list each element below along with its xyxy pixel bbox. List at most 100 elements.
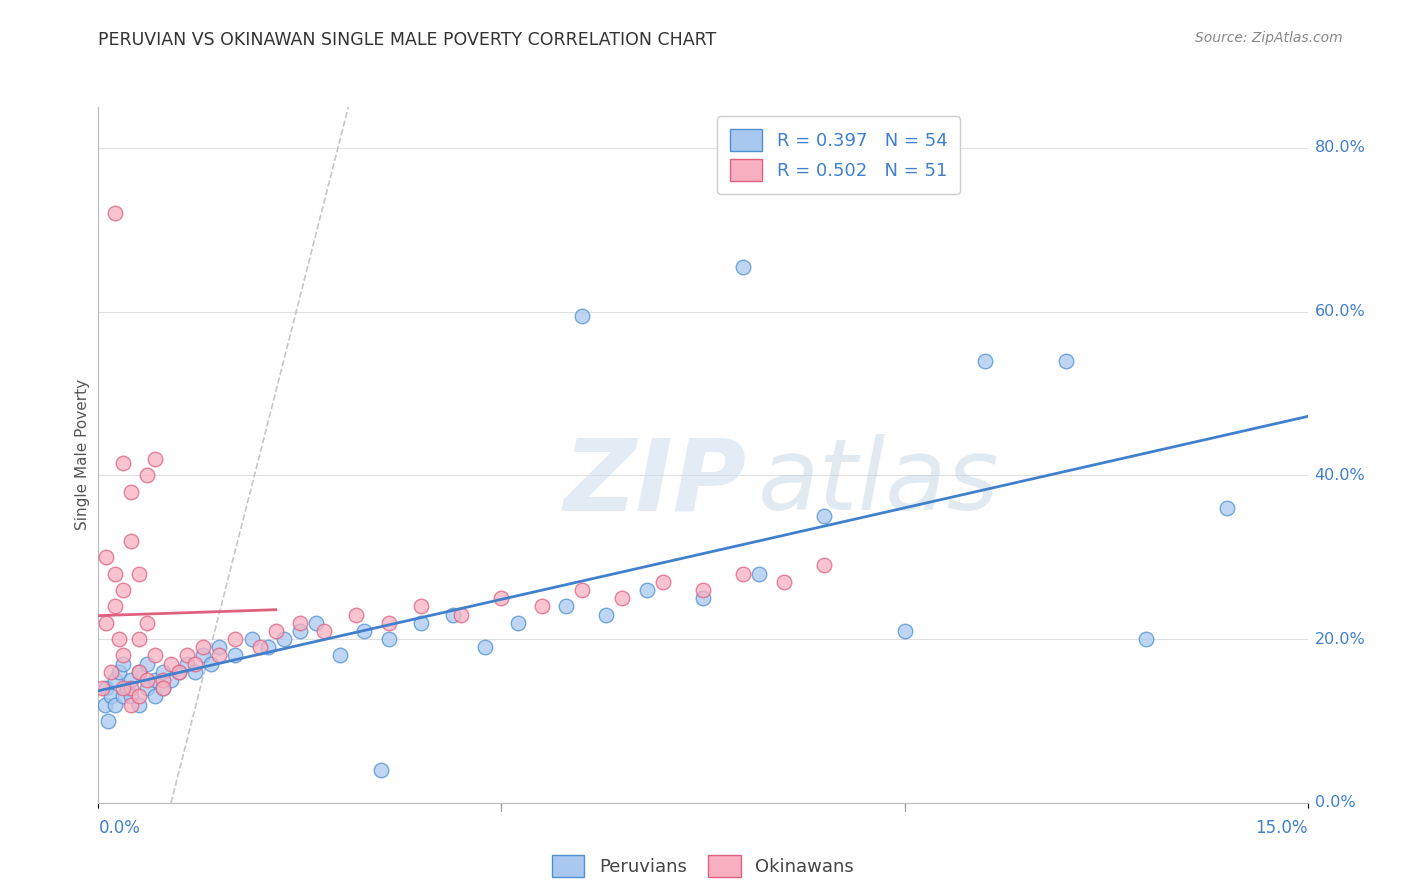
Point (176, 648, 198, 663)
Point (256, 640, 278, 655)
Point (974, 353, 997, 368)
Point (107, 665, 129, 679)
Point (103, 566, 125, 581)
Point (595, 607, 617, 622)
Point (636, 582, 658, 597)
Point (160, 657, 183, 671)
Point (143, 648, 166, 663)
Point (128, 566, 150, 581)
Point (128, 665, 150, 679)
Point (111, 456, 134, 470)
Point (193, 648, 215, 663)
Point (103, 599, 125, 614)
Point (111, 582, 134, 597)
Point (530, 599, 553, 614)
Point (353, 624, 375, 638)
Point (813, 509, 835, 524)
Text: atlas: atlas (758, 434, 1000, 532)
Point (135, 681, 157, 696)
Point (377, 615, 399, 630)
Point (208, 648, 231, 663)
Point (152, 681, 174, 696)
Point (100, 690, 122, 704)
Text: PERUVIAN VS OKINAWAN SINGLE MALE POVERTY CORRELATION CHART: PERUVIAN VS OKINAWAN SINGLE MALE POVERTY… (98, 31, 717, 49)
Point (184, 665, 207, 679)
Point (772, 574, 794, 589)
Point (128, 632, 150, 646)
Point (571, 309, 593, 323)
Point (240, 632, 263, 646)
Point (115, 681, 138, 696)
Point (450, 607, 472, 622)
Point (128, 698, 150, 712)
Point (167, 665, 190, 679)
Point (224, 648, 246, 663)
Point (152, 665, 174, 679)
Point (135, 673, 157, 687)
Point (111, 690, 134, 704)
Point (96, 550, 118, 565)
Point (97, 714, 120, 728)
Point (120, 533, 142, 548)
Point (893, 624, 915, 638)
Point (314, 624, 336, 638)
Point (91, 681, 114, 696)
Text: 20.0%: 20.0% (1315, 632, 1365, 647)
Point (143, 452, 166, 467)
Point (111, 648, 134, 663)
Point (692, 591, 714, 606)
Point (441, 607, 464, 622)
Point (103, 673, 125, 687)
Point (733, 566, 755, 581)
Point (100, 665, 122, 679)
Point (224, 632, 246, 646)
Point (107, 632, 129, 646)
Point (813, 558, 835, 573)
Point (409, 599, 432, 614)
Text: 0.0%: 0.0% (98, 819, 141, 837)
Point (111, 657, 134, 671)
Legend: Peruvians, Okinawans: Peruvians, Okinawans (544, 847, 862, 884)
Point (288, 624, 311, 638)
Point (96, 681, 118, 696)
Point (184, 657, 207, 671)
Point (208, 640, 231, 655)
Point (377, 632, 399, 646)
Point (176, 657, 198, 671)
Point (143, 673, 166, 687)
Point (135, 615, 157, 630)
Point (120, 690, 142, 704)
Point (94, 698, 117, 712)
Point (120, 673, 142, 687)
Point (273, 632, 295, 646)
Point (193, 640, 215, 655)
Point (733, 260, 755, 274)
Point (128, 690, 150, 704)
Point (135, 657, 157, 671)
Point (555, 599, 578, 614)
Point (264, 624, 287, 638)
Point (103, 698, 125, 712)
Point (152, 673, 174, 687)
Point (96, 615, 118, 630)
Point (249, 640, 271, 655)
Point (288, 615, 311, 630)
Point (135, 468, 157, 483)
Point (1216, 501, 1239, 516)
Point (143, 690, 166, 704)
Point (111, 681, 134, 696)
Text: Source: ZipAtlas.com: Source: ZipAtlas.com (1195, 31, 1343, 45)
Point (370, 763, 392, 777)
Point (167, 665, 190, 679)
Point (128, 665, 150, 679)
Text: 80.0%: 80.0% (1315, 140, 1365, 155)
Point (491, 591, 513, 606)
Point (748, 566, 770, 581)
Point (651, 574, 673, 589)
Y-axis label: Single Male Poverty: Single Male Poverty (75, 379, 90, 531)
Point (120, 484, 142, 499)
Point (120, 681, 142, 696)
Point (160, 673, 183, 687)
Point (1135, 632, 1157, 646)
Point (329, 648, 352, 663)
